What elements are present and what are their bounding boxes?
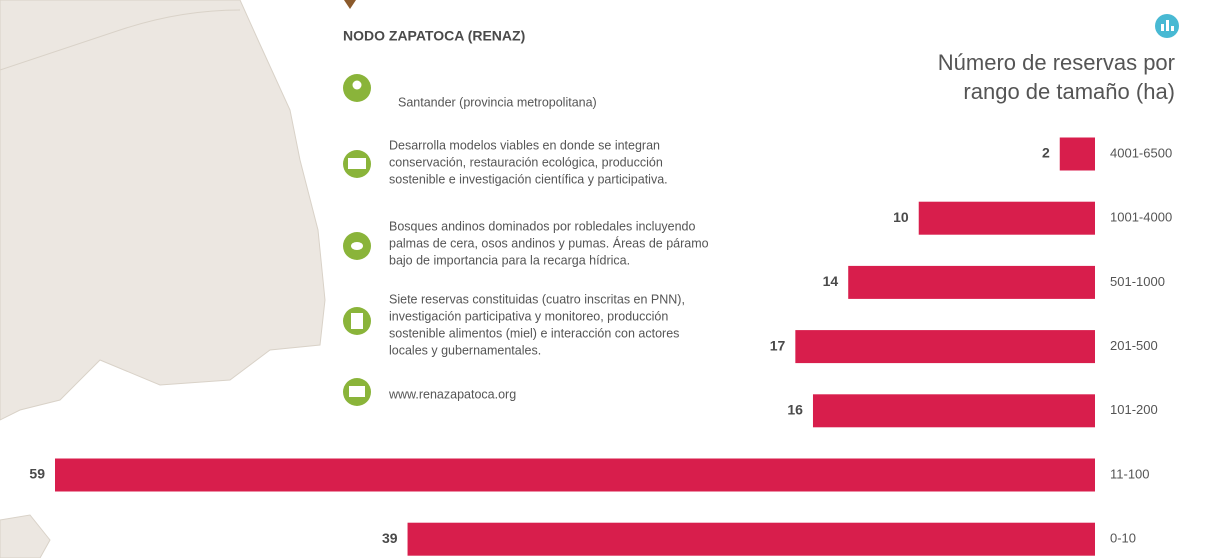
value-label: 17 xyxy=(770,337,786,353)
info-text: Bosques andinos dominados por robledales… xyxy=(389,219,696,233)
category-label: 1001-4000 xyxy=(1110,210,1172,225)
info-text: Santander (provincia metropolitana) xyxy=(398,95,597,109)
icon-book xyxy=(343,150,371,178)
value-label: 10 xyxy=(893,209,909,225)
bar xyxy=(55,458,1095,492)
bar xyxy=(1059,137,1095,171)
category-label: 4001-6500 xyxy=(1110,145,1172,160)
icon-location xyxy=(343,74,371,102)
info-text: sostenible e investigación científica y … xyxy=(389,172,668,186)
info-text: conservación, restauración ecológica, pr… xyxy=(389,155,663,169)
bar xyxy=(918,201,1095,235)
heading: NODO ZAPATOCA (RENAZ) xyxy=(343,28,525,44)
info-text: Desarrolla modelos viables en donde se i… xyxy=(389,138,660,152)
bar xyxy=(407,522,1095,556)
pointer xyxy=(344,0,356,9)
category-label: 0-10 xyxy=(1110,531,1136,546)
bar xyxy=(795,330,1095,364)
value-label: 16 xyxy=(787,402,803,418)
category-label: 101-200 xyxy=(1110,402,1158,417)
category-label: 11-100 xyxy=(1110,466,1150,481)
map-background xyxy=(0,0,326,558)
category-label: 501-1000 xyxy=(1110,274,1165,289)
info-text: www.renazapatoca.org xyxy=(388,387,516,401)
info-text: bajo de importancia para la recarga hídr… xyxy=(389,253,630,267)
value-label: 39 xyxy=(382,530,398,546)
value-label: 14 xyxy=(823,273,839,289)
info-text: investigación participativa y monitoreo,… xyxy=(389,309,668,323)
icon-chart xyxy=(1155,14,1179,38)
info-text: locales y gubernamentales. xyxy=(389,343,541,357)
info-text: Siete reservas constituidas (cuatro insc… xyxy=(389,292,685,306)
chart-title: Número de reservas por rango de tamaño (… xyxy=(937,50,1175,104)
icon-leaf xyxy=(343,232,371,260)
icon-web xyxy=(343,378,371,406)
category-label: 201-500 xyxy=(1110,338,1158,353)
value-label: 59 xyxy=(29,466,45,482)
info-text: sostenible alimentos (miel) e interacció… xyxy=(389,326,679,340)
info-text: palmas de cera, osos andinos y pumas. Ár… xyxy=(389,235,709,250)
bar xyxy=(812,394,1095,428)
bar xyxy=(848,265,1095,299)
icon-clipboard xyxy=(343,307,371,335)
value-label: 2 xyxy=(1042,145,1050,161)
